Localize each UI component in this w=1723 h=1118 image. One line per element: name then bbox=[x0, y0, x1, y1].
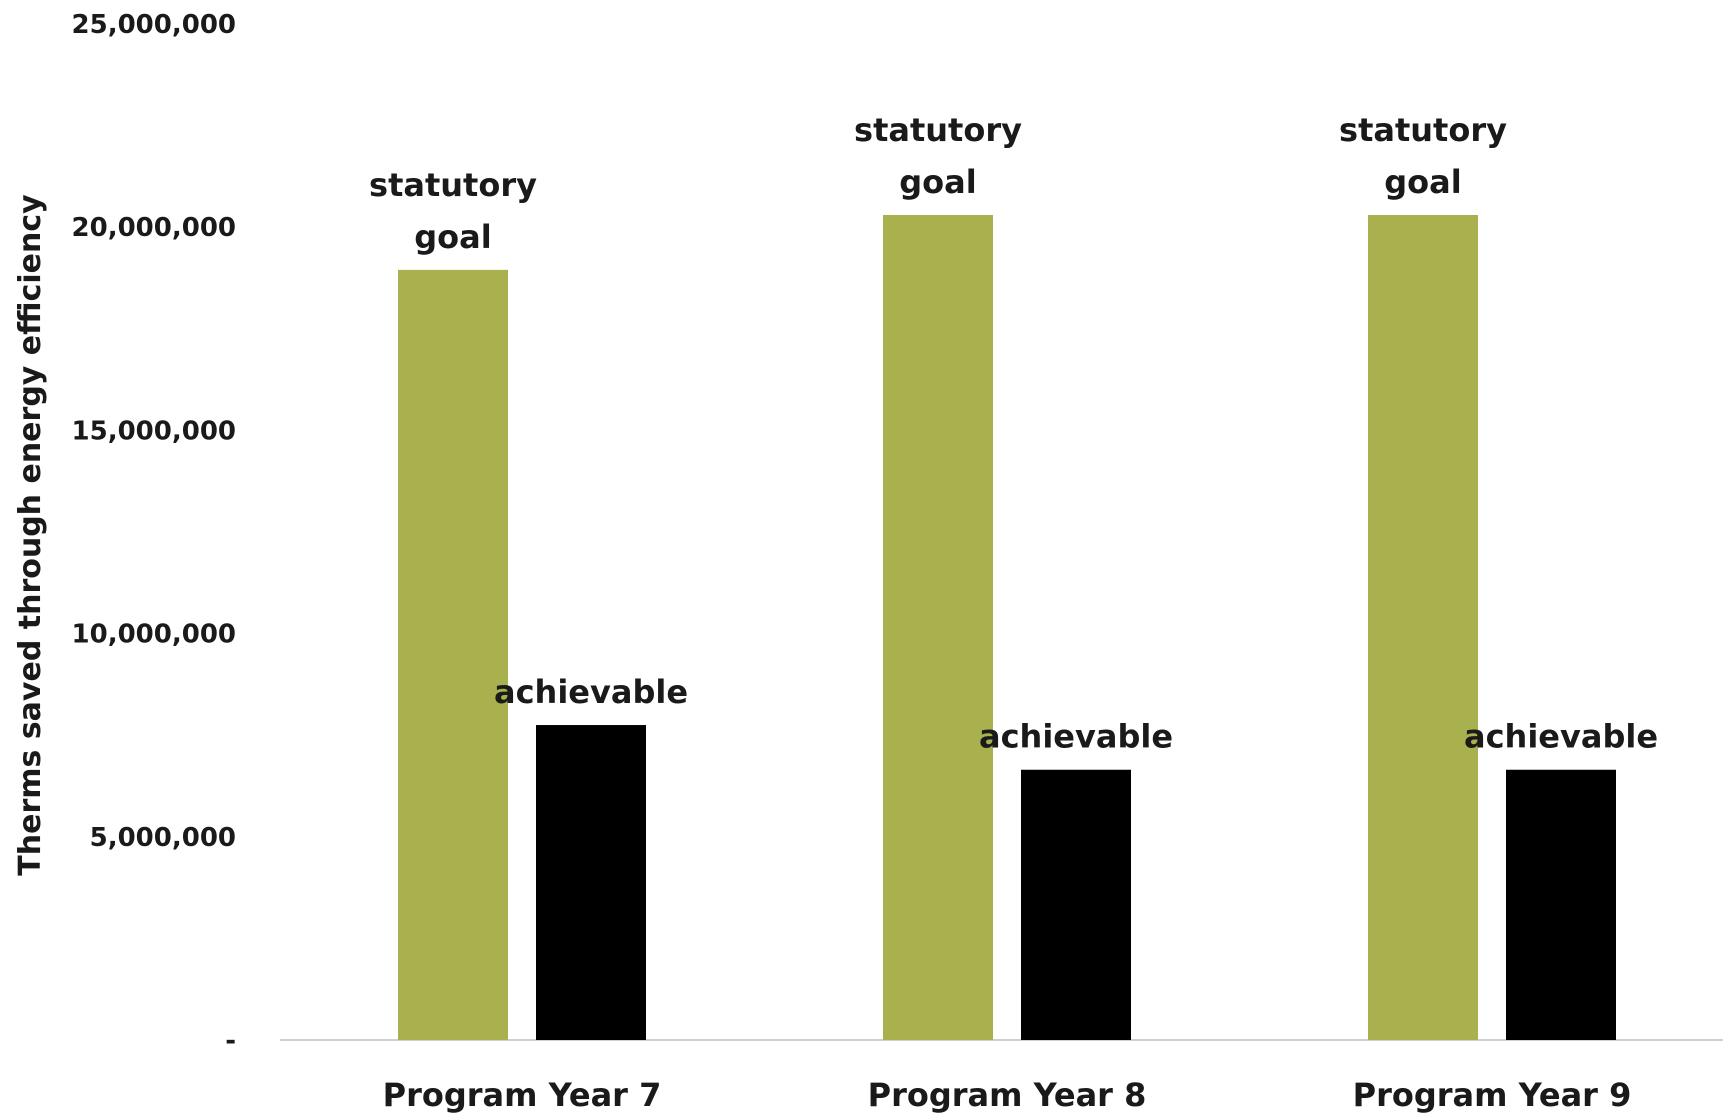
y-tick-label: 10,000,000 bbox=[72, 620, 236, 650]
x-category-label: Program Year 7 bbox=[383, 1076, 662, 1114]
y-tick-label: 20,000,000 bbox=[72, 213, 236, 243]
bar-achievable bbox=[536, 725, 646, 1040]
data-labels-group: statutory goal achievable statutory goal achi… bbox=[369, 111, 1658, 756]
bar-statutory-goal bbox=[398, 269, 508, 1040]
data-label: statutory bbox=[854, 111, 1022, 149]
y-axis-ticks: - 5,000,000 10,000,000 15,000,000 20,000,000… bbox=[72, 10, 236, 1056]
data-label: goal bbox=[899, 163, 976, 201]
y-tick-label: 5,000,000 bbox=[90, 823, 236, 853]
bar-statutory-goal bbox=[1368, 215, 1478, 1040]
bars-group bbox=[398, 215, 1616, 1040]
data-label: achievable bbox=[494, 673, 688, 711]
bar-achievable bbox=[1021, 769, 1131, 1040]
data-label: goal bbox=[1384, 163, 1461, 201]
y-tick-label: - bbox=[225, 1026, 236, 1056]
data-label: statutory bbox=[369, 166, 537, 204]
data-label: statutory bbox=[1339, 111, 1507, 149]
x-axis-categories: Program Year 7 Program Year 8 Program Year… bbox=[383, 1076, 1632, 1114]
data-label: goal bbox=[414, 218, 491, 256]
data-label: achievable bbox=[1464, 718, 1658, 756]
x-category-label: Program Year 8 bbox=[868, 1076, 1147, 1114]
bar-statutory-goal bbox=[883, 215, 993, 1040]
y-axis-title: Therms saved through energy efficiency bbox=[13, 194, 48, 876]
y-tick-label: 15,000,000 bbox=[72, 416, 236, 446]
y-tick-label: 25,000,000 bbox=[72, 10, 236, 40]
x-category-label: Program Year 9 bbox=[1353, 1076, 1632, 1114]
data-label: achievable bbox=[979, 718, 1173, 756]
bar-achievable bbox=[1506, 769, 1616, 1040]
